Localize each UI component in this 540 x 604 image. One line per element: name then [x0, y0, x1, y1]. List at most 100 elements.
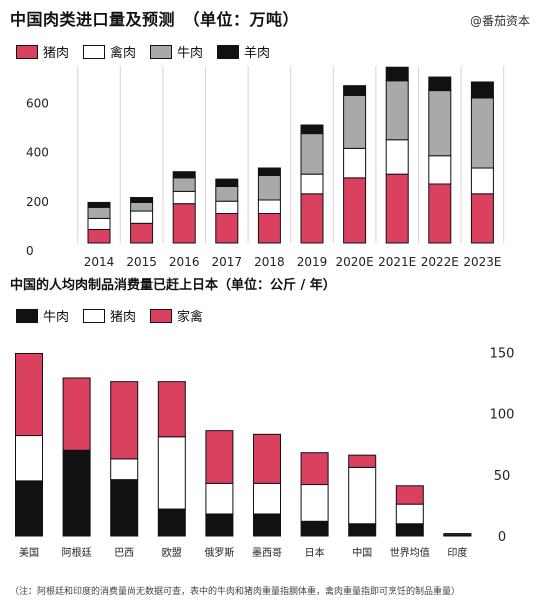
chart2-title: 中国的人均肉制品消费量已赶上日本（单位：公斤 / 年） [10, 278, 336, 293]
watermark: @番茄资本 [469, 14, 530, 28]
chart2-ytick-label: 100 [490, 408, 515, 423]
chart1-xtick-label: 2019 [297, 255, 328, 269]
chart1-bar-segment-0 [130, 222, 154, 244]
chart1-bar-segment-0 [257, 213, 281, 244]
chart1-bar-segment-1 [130, 210, 154, 224]
chart2-xtick-label: 美国 [19, 546, 39, 559]
chart2-xtick-label: 世界均值 [390, 546, 430, 559]
chart1-bar-segment-1 [172, 190, 196, 205]
chart2-bar-segment-1 [348, 466, 377, 525]
chart2-bar-segment-2 [15, 352, 43, 437]
chart1-xtick-label: 2016 [169, 255, 200, 269]
chart1-bar-segment-0 [87, 228, 111, 244]
chart2-xtick-label: 阿根廷 [62, 546, 92, 559]
chart2-bar-segment-2 [157, 381, 186, 438]
chart2-xtick-label: 巴西 [114, 547, 134, 559]
chart2-bar-segment-0 [253, 513, 281, 537]
chart1-ytick-label: 200 [26, 195, 49, 209]
chart1-bar-segment-3 [172, 171, 196, 179]
chart1-bar-segment-2 [300, 133, 324, 175]
chart1-xtick-label: 2015 [126, 255, 157, 269]
chart1-legend: 猪肉 禽肉 牛肉 羊肉 [16, 42, 270, 61]
legend-swatch-beef [150, 44, 173, 59]
chart1-bar-segment-1 [300, 173, 324, 195]
chart1-bar-segment-3 [385, 66, 409, 82]
legend-label-poultry: 禽肉 [110, 46, 137, 61]
legend-swatch-pork-2 [83, 308, 106, 323]
chart1-bar-segment-3 [428, 76, 452, 92]
chart2-xtick-label: 俄罗斯 [204, 546, 234, 559]
chart2-xtick-label: 墨西哥 [252, 547, 282, 559]
chart1-bar-segment-2 [470, 97, 494, 169]
chart1-bar-segment-0 [428, 183, 452, 244]
chart2-bar-segment-2 [110, 381, 139, 460]
footnote: （注：阿根廷和印度的消费量尚无数据可查，表中的牛肉和猪肉重量指胴体重，禽肉重量指… [10, 587, 461, 597]
chart1-bar-segment-3 [343, 85, 367, 96]
chart2-xtick-label: 中国 [352, 546, 372, 559]
chart1-bar-segment-1 [428, 155, 452, 185]
legend-item-pork-2: 猪肉 [83, 306, 136, 325]
legend-label-pork: 猪肉 [43, 46, 70, 61]
chart1-bar-segment-3 [87, 201, 111, 208]
chart1-bar-segment-3 [257, 167, 281, 176]
chart1-bar-segment-2 [87, 206, 111, 219]
legend-item-beef-2: 牛肉 [16, 306, 69, 325]
chart1-xtick-label: 2021E [378, 255, 416, 269]
chart1-plot: 0 200 400 600 2014 2015 2016 2017 2018 2019 2020E 2… [26, 66, 505, 269]
chart2-bar-segment-2 [300, 452, 329, 486]
chart1-bar-segment-2 [215, 185, 239, 202]
legend-swatch-mutton [217, 44, 240, 59]
legend-label-pork-2: 猪肉 [110, 310, 137, 325]
chart2-xtick-label: 印度 [447, 546, 467, 559]
chart1-xtick-label: 2014 [84, 255, 115, 269]
chart2-bar-segment-1 [300, 484, 329, 522]
chart2-bar-segment-1 [253, 482, 281, 515]
chart2-bar-segment-1 [15, 435, 43, 482]
chart2-bar-segment-2 [348, 454, 377, 468]
chart1-bar-segment-1 [257, 199, 281, 215]
chart1-bar-segment-0 [172, 203, 196, 244]
chart1-bar-segment-0 [470, 193, 494, 244]
chart1-bar-segment-0 [215, 213, 239, 244]
chart2-bar-segment-2 [62, 377, 91, 451]
chart2-xtick-label: 欧盟 [162, 547, 182, 559]
chart2-bar-segment-0 [157, 508, 186, 537]
chart1-bar-segment-1 [87, 217, 111, 230]
chart1-xtick-label: 2017 [212, 255, 243, 269]
chart2-bar-segment-2 [253, 433, 281, 484]
chart1-bar-segment-0 [300, 193, 324, 244]
chart1-bar-segment-2 [428, 90, 452, 157]
chart2-bar-segment-1 [157, 436, 186, 510]
legend-swatch-poultry [83, 44, 106, 59]
chart1-bar-segment-3 [130, 197, 154, 203]
legend-swatch-poultry-2 [150, 308, 173, 323]
chart2-bar-segment-1 [110, 458, 139, 481]
chart2-bar-segment-0 [62, 449, 91, 537]
chart2-bar-segment-0 [205, 513, 234, 537]
chart2-ytick-label: 150 [490, 346, 515, 361]
legend-item-poultry: 禽肉 [83, 42, 136, 61]
legend-swatch-beef-2 [16, 308, 38, 323]
chart2-bar-segment-2 [205, 430, 234, 484]
chart1-xtick-label: 2020E [336, 255, 374, 269]
chart2-bar-segment-2 [443, 533, 472, 536]
chart2-legend: 牛肉 猪肉 家禽 [16, 306, 203, 325]
chart1-bar-segment-3 [215, 178, 239, 187]
legend-item-pork: 猪肉 [16, 42, 69, 61]
chart1-ytick-label: 0 [26, 244, 34, 258]
chart2-bar-segment-0 [300, 520, 329, 537]
chart1-ytick-label: 400 [26, 146, 49, 160]
legend-label-poultry-2: 家禽 [177, 310, 204, 325]
chart1-xtick-label: 2022E [421, 255, 459, 269]
chart1-ytick-label: 600 [26, 97, 49, 111]
chart1-xtick-label: 2018 [254, 255, 285, 269]
chart1-bar-segment-2 [343, 95, 367, 149]
chart2-bar-segment-0 [348, 523, 377, 537]
legend-label-mutton: 羊肉 [244, 46, 271, 61]
chart1-xtick-label: 2023E [463, 255, 501, 269]
chart2-xtick-label: 日本 [305, 546, 325, 559]
legend-label-beef-2: 牛肉 [43, 310, 70, 325]
chart1-bar-segment-3 [470, 81, 494, 99]
chart1-bar-segment-1 [470, 167, 494, 195]
legend-label-beef: 牛肉 [177, 46, 204, 61]
